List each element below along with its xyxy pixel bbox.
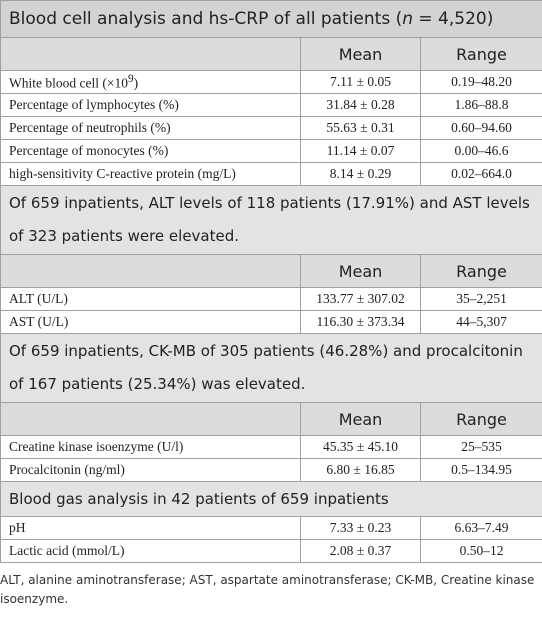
- data-row: White blood cell (×109) 7.11 ± 0.05 0.19–4…: [0, 70, 542, 94]
- label-cell: Percentage of neutrophils (%): [0, 116, 301, 140]
- label: White blood cell (×10: [9, 75, 128, 91]
- label-cell: Procalcitonin (ng/ml): [0, 458, 301, 482]
- section-row: Of 659 inpatients, CK-MB of 305 patients…: [0, 333, 542, 403]
- header-cell: Mean: [300, 37, 421, 71]
- label-cell: pH: [0, 516, 301, 540]
- data-row: Percentage of neutrophils (%) 55.63 ± 0.3…: [0, 116, 542, 140]
- section-row: Of 659 inpatients, ALT levels of 118 pat…: [0, 185, 542, 255]
- label: ALT (U/L): [9, 291, 68, 306]
- range-cell: 0.00–46.6: [419, 139, 542, 163]
- header-row: Mean Range: [0, 402, 542, 436]
- label-cell: Lactic acid (mmol/L): [0, 539, 301, 563]
- label-cell: Creatine kinase isoenzyme (U/l): [0, 435, 301, 459]
- mean-cell: 55.63 ± 0.31: [300, 116, 421, 140]
- label: Percentage of lymphocytes (%): [9, 97, 179, 112]
- section-row: Blood gas analysis in 42 patients of 659…: [0, 481, 542, 517]
- range-cell: 0.02–664.0: [419, 162, 542, 186]
- label: Percentage of neutrophils (%): [9, 120, 171, 135]
- mean-cell: 2.08 ± 0.37: [300, 539, 421, 563]
- header-cell: [0, 37, 301, 71]
- data-row: AST (U/L) 116.30 ± 373.34 44–5,307: [0, 310, 542, 334]
- title-text: Blood cell analysis and hs-CRP of all pa…: [9, 9, 403, 29]
- label-cell: ALT (U/L): [0, 287, 301, 311]
- label: Procalcitonin (ng/ml): [9, 462, 125, 477]
- data-table: Blood cell analysis and hs-CRP of all pa…: [0, 0, 542, 563]
- label: pH: [9, 520, 26, 535]
- range-cell: 0.5–134.95: [419, 458, 542, 482]
- section-heading: Of 659 inpatients, CK-MB of 305 patients…: [0, 333, 542, 403]
- label-sup: 9: [127, 72, 134, 85]
- title: Blood cell analysis and hs-CRP of all pa…: [0, 0, 542, 38]
- mean-cell: 116.30 ± 373.34: [300, 310, 421, 334]
- header-cell: Mean: [300, 402, 421, 436]
- data-row: ALT (U/L) 133.77 ± 307.02 35–2,251: [0, 287, 542, 311]
- data-row: Procalcitonin (ng/ml) 6.80 ± 16.85 0.5–134…: [0, 458, 542, 482]
- section-heading: Of 659 inpatients, ALT levels of 118 pat…: [0, 185, 542, 255]
- label: Lactic acid (mmol/L): [9, 543, 125, 558]
- data-row: pH 7.33 ± 0.23 6.63–7.49: [0, 516, 542, 540]
- label-cell: high-sensitivity C-reactive protein (mg/…: [0, 162, 301, 186]
- table-body: Blood cell analysis and hs-CRP of all pa…: [0, 0, 542, 563]
- label-cell: Percentage of monocytes (%): [0, 139, 301, 163]
- header-row: Mean Range: [0, 254, 542, 288]
- mean-cell: 7.33 ± 0.23: [300, 516, 421, 540]
- label: Percentage of monocytes (%): [9, 143, 169, 158]
- mean-cell: 31.84 ± 0.28: [300, 93, 421, 117]
- label: AST (U/L): [9, 314, 69, 329]
- label-cell: AST (U/L): [0, 310, 301, 334]
- header-cell: [0, 402, 301, 436]
- mean-cell: 6.80 ± 16.85: [300, 458, 421, 482]
- mean-cell: 7.11 ± 0.05: [300, 70, 421, 94]
- data-row: Lactic acid (mmol/L) 2.08 ± 0.37 0.50–12: [0, 539, 542, 563]
- footnote: ALT, alanine aminotransferase; AST, aspa…: [0, 573, 535, 606]
- title-italic: n: [402, 9, 413, 29]
- data-row: high-sensitivity C-reactive protein (mg/…: [0, 162, 542, 186]
- header-cell: Range: [419, 37, 542, 71]
- header-row: Mean Range: [0, 37, 542, 71]
- label-cell: White blood cell (×109): [0, 70, 301, 94]
- range-cell: 44–5,307: [419, 310, 542, 334]
- mean-cell: 8.14 ± 0.29: [300, 162, 421, 186]
- mean-cell: 11.14 ± 0.07: [300, 139, 421, 163]
- range-cell: 1.86–88.8: [419, 93, 542, 117]
- range-cell: 25–535: [419, 435, 542, 459]
- range-cell: 35–2,251: [419, 287, 542, 311]
- header-cell: Range: [419, 254, 542, 288]
- range-cell: 6.63–7.49: [419, 516, 542, 540]
- mean-cell: 45.35 ± 45.10: [300, 435, 421, 459]
- title-end: = 4,520): [413, 9, 494, 29]
- range-cell: 0.19–48.20: [419, 70, 542, 94]
- data-row: Percentage of lymphocytes (%) 31.84 ± 0.2…: [0, 93, 542, 117]
- label: high-sensitivity C-reactive protein (mg/…: [9, 166, 236, 181]
- header-cell: Range: [419, 402, 542, 436]
- range-cell: 0.60–94.60: [419, 116, 542, 140]
- label-cell: Percentage of lymphocytes (%): [0, 93, 301, 117]
- section-heading: Blood gas analysis in 42 patients of 659…: [0, 481, 542, 517]
- data-row: Percentage of monocytes (%) 11.14 ± 0.07 0…: [0, 139, 542, 163]
- header-cell: [0, 254, 301, 288]
- data-row: Creatine kinase isoenzyme (U/l) 45.35 ± 4…: [0, 435, 542, 459]
- range-cell: 0.50–12: [419, 539, 542, 563]
- label-end: ): [133, 75, 139, 91]
- title-row: Blood cell analysis and hs-CRP of all pa…: [0, 0, 542, 38]
- label: Creatine kinase isoenzyme (U/l): [9, 439, 184, 454]
- header-cell: Mean: [300, 254, 421, 288]
- mean-cell: 133.77 ± 307.02: [300, 287, 421, 311]
